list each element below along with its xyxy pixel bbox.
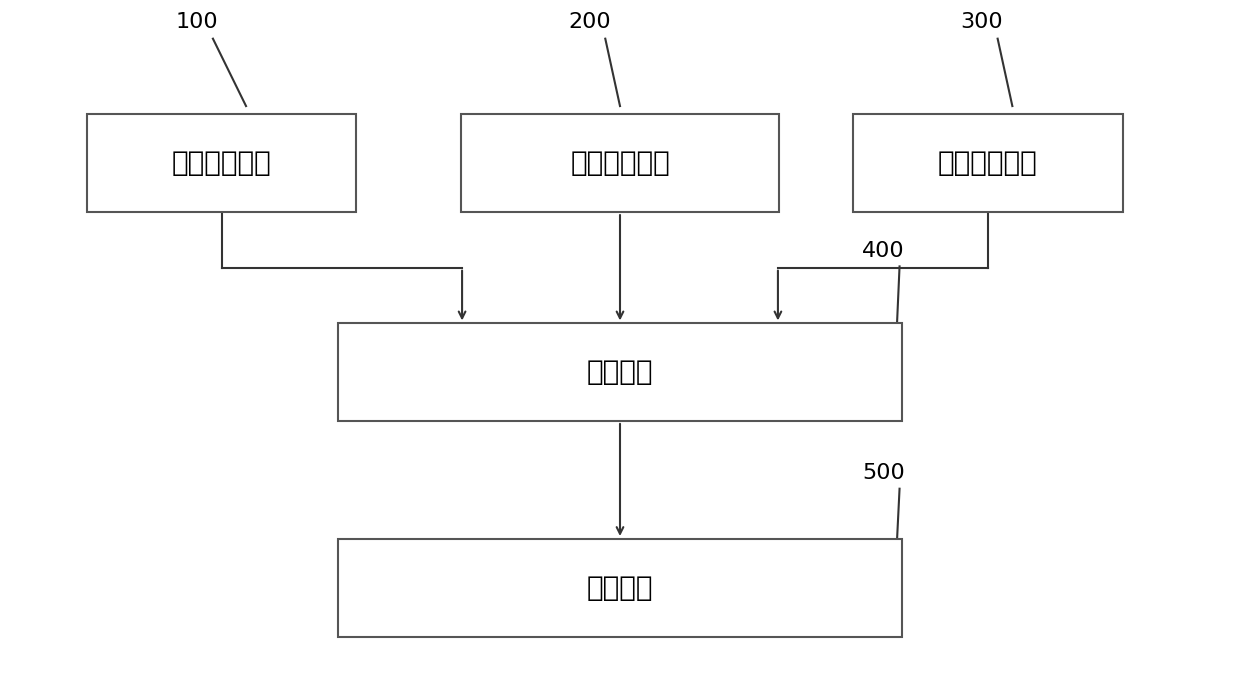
Bar xyxy=(460,114,780,212)
Text: 优化模块: 优化模块 xyxy=(587,574,653,601)
Bar xyxy=(339,323,901,421)
Text: 500: 500 xyxy=(862,463,905,483)
Text: 第三获取模块: 第三获取模块 xyxy=(937,150,1038,177)
Text: 第一获取模块: 第一获取模块 xyxy=(171,150,272,177)
Text: 第二获取模块: 第二获取模块 xyxy=(570,150,670,177)
Bar xyxy=(853,114,1122,212)
Text: 400: 400 xyxy=(862,241,905,261)
Text: 300: 300 xyxy=(961,12,1003,32)
Text: 建模模块: 建模模块 xyxy=(587,358,653,386)
Text: 100: 100 xyxy=(176,12,218,32)
Bar xyxy=(339,539,901,637)
Bar xyxy=(87,114,356,212)
Text: 200: 200 xyxy=(568,12,610,32)
